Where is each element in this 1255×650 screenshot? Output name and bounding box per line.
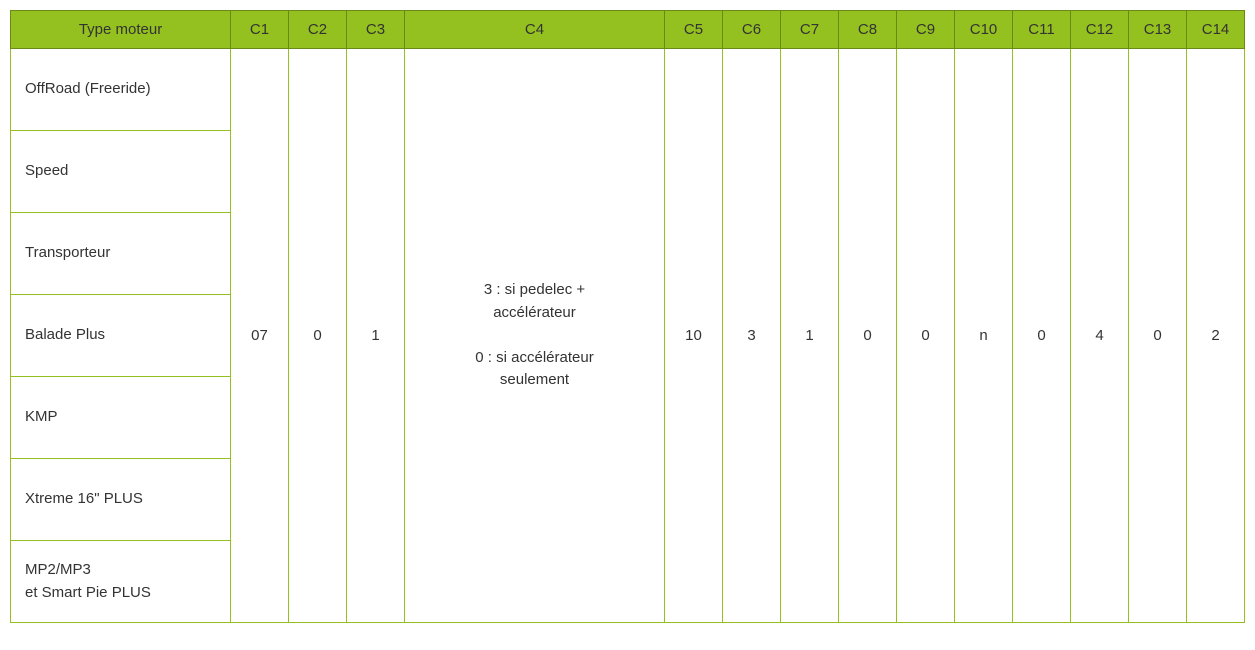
header-c10: C10 [955,11,1013,49]
header-c9: C9 [897,11,955,49]
header-row: Type moteur C1 C2 C3 C4 C5 C6 C7 C8 C9 C… [11,11,1245,49]
cell-c4: 3 : si pedelec + accélérateur 0 : si acc… [405,49,665,623]
header-c3: C3 [347,11,405,49]
header-c13: C13 [1129,11,1187,49]
header-c14: C14 [1187,11,1245,49]
cell-c9: 0 [897,49,955,623]
cell-c14: 2 [1187,49,1245,623]
cell-c5: 10 [665,49,723,623]
cell-c3: 1 [347,49,405,623]
cell-c1: 07 [231,49,289,623]
row-label: KMP [11,377,231,459]
header-c8: C8 [839,11,897,49]
row-label: Balade Plus [11,295,231,377]
row-label: Xtreme 16" PLUS [11,459,231,541]
cell-c2: 0 [289,49,347,623]
row-label: OffRoad (Freeride) [11,49,231,131]
header-c1: C1 [231,11,289,49]
header-c7: C7 [781,11,839,49]
cell-c10: n [955,49,1013,623]
row-label: Speed [11,131,231,213]
row-label: MP2/MP3 et Smart Pie PLUS [11,541,231,623]
header-c11: C11 [1013,11,1071,49]
cell-c6: 3 [723,49,781,623]
header-c5: C5 [665,11,723,49]
header-type-moteur: Type moteur [11,11,231,49]
header-c12: C12 [1071,11,1129,49]
row-label: Transporteur [11,213,231,295]
cell-c7: 1 [781,49,839,623]
cell-c11: 0 [1013,49,1071,623]
cell-c13: 0 [1129,49,1187,623]
header-c4: C4 [405,11,665,49]
motor-config-table: Type moteur C1 C2 C3 C4 C5 C6 C7 C8 C9 C… [10,10,1245,623]
header-c6: C6 [723,11,781,49]
header-c2: C2 [289,11,347,49]
cell-c8: 0 [839,49,897,623]
table-row: OffRoad (Freeride) 07 0 1 3 : si pedelec… [11,49,1245,131]
cell-c12: 4 [1071,49,1129,623]
